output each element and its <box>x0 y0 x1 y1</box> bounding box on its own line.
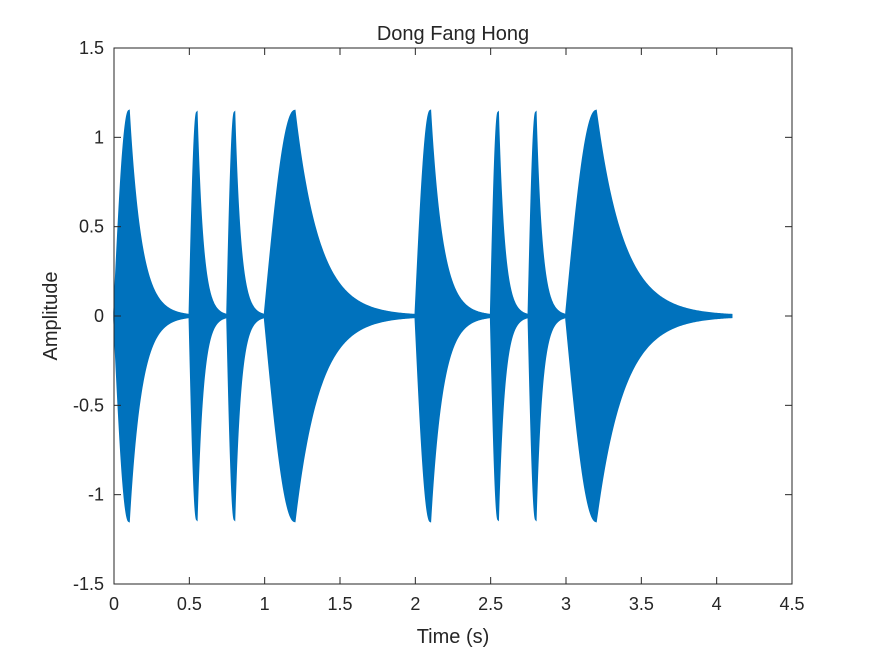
y-tick-label: 1.5 <box>79 38 104 58</box>
y-tick-label: 1 <box>94 127 104 147</box>
x-tick-label: 0.5 <box>177 594 202 614</box>
y-tick-label: -0.5 <box>73 395 104 415</box>
x-tick-label: 4 <box>712 594 722 614</box>
x-tick-label: 1.5 <box>327 594 352 614</box>
x-tick-label: 0 <box>109 594 119 614</box>
x-axis-title: Time (s) <box>417 626 490 648</box>
x-tick-label: 4.5 <box>779 594 804 614</box>
y-tick-label: 0 <box>94 306 104 326</box>
y-tick-label: -1 <box>88 485 104 505</box>
x-tick-label: 2 <box>410 594 420 614</box>
chart-title: Dong Fang Hong <box>377 23 529 45</box>
waveform-note-8 <box>565 109 733 523</box>
y-axis-title: Amplitude <box>40 272 62 361</box>
x-tick-label: 2.5 <box>478 594 503 614</box>
y-axis-ticks: -1.5 -1 -0.5 0 0.5 1 1.5 <box>73 38 792 594</box>
x-axis-ticks: 0 0.5 1 1.5 2 2.5 3 3.5 4 4.5 <box>109 48 805 614</box>
y-tick-label: -1.5 <box>73 574 104 594</box>
y-tick-label: 0.5 <box>79 217 104 237</box>
x-tick-label: 3 <box>561 594 571 614</box>
x-tick-label: 1 <box>260 594 270 614</box>
x-tick-label: 3.5 <box>629 594 654 614</box>
waveform-layer <box>113 109 733 523</box>
